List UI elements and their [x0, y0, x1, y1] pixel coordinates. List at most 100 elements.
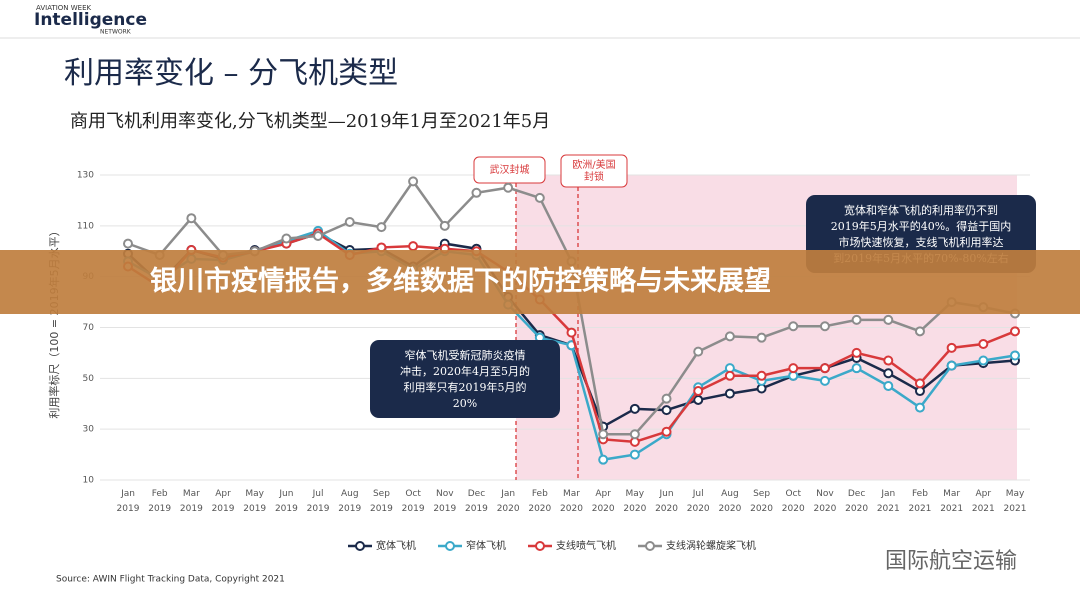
point	[1010, 350, 1020, 361]
point	[281, 233, 292, 244]
point	[376, 222, 387, 233]
point	[883, 380, 894, 391]
point	[756, 370, 767, 381]
brand-top: AVIATION WEEK	[36, 4, 92, 12]
chart-subtitle: 商用飞机利用率变化,分飞机类型—2019年1月至2021年5月	[70, 111, 550, 132]
event-label: 武汉封城	[490, 163, 530, 176]
x-tick-label: Jun 2019	[274, 489, 298, 514]
callout-text: 2019年5月水平的40%。得益于国内	[831, 219, 1011, 233]
callout-text: 市场快速恢复，支线飞机利用率达	[839, 235, 1004, 249]
event-label: 封锁	[584, 170, 604, 183]
point	[788, 363, 799, 374]
point	[598, 454, 609, 465]
point	[788, 321, 799, 332]
callout-text: 宽体和窄体飞机的利用率仍不到	[844, 203, 998, 217]
x-tick-label: Sep 2020	[750, 489, 774, 514]
legend-marker	[645, 541, 655, 551]
x-tick-label: Nov 2020	[813, 489, 837, 514]
legend-label: 支线涡轮螺旋桨飞机	[666, 539, 756, 552]
y-tick-label: 70	[83, 323, 95, 333]
legend-marker	[535, 541, 545, 551]
x-tick-label: Jun 2020	[655, 489, 678, 514]
brand: Intelligence	[34, 10, 147, 30]
callout-text: 窄体飞机受新冠肺炎疫情	[405, 348, 526, 362]
x-tick-label: Jan 2020	[496, 489, 520, 514]
x-tick-label: Apr 2019	[211, 489, 235, 514]
y-tick-label: 30	[83, 425, 95, 435]
x-tick-label: Jul 2020	[686, 489, 710, 514]
x-tick-label: Jan 2021	[876, 489, 900, 514]
point	[851, 363, 862, 374]
x-tick-label: Apr 2020	[591, 489, 615, 514]
point	[186, 213, 197, 224]
y-tick-label: 50	[83, 374, 95, 384]
y-tick-label: 110	[77, 221, 94, 231]
x-tick-label: Oct 2020	[781, 489, 805, 514]
point	[566, 327, 577, 338]
legend-label: 窄体飞机	[466, 539, 506, 552]
point	[629, 403, 640, 414]
point	[914, 326, 925, 337]
point	[661, 405, 672, 416]
callout-text: 利用率只有2019年5月的	[404, 380, 527, 394]
point	[693, 386, 704, 397]
callout-text: 20%	[453, 397, 477, 410]
point	[408, 176, 419, 187]
point	[819, 321, 830, 332]
point	[439, 220, 450, 231]
point	[313, 231, 324, 241]
x-tick-label: Dec 2020	[845, 489, 869, 514]
point	[693, 346, 704, 357]
point	[503, 182, 514, 193]
legend-marker	[445, 541, 455, 551]
point	[123, 238, 133, 249]
x-tick-label: Aug 2020	[718, 489, 742, 514]
x-tick-label: Jan 2019	[116, 489, 140, 514]
x-tick-label: Nov 2019	[433, 489, 457, 514]
point	[883, 314, 894, 325]
point	[851, 314, 862, 325]
y-tick-label: 10	[83, 476, 95, 486]
watermark: 国际航空运输	[885, 549, 1017, 574]
point	[693, 394, 704, 405]
point	[819, 375, 830, 386]
point	[471, 187, 482, 198]
point	[883, 368, 894, 379]
point	[978, 355, 989, 366]
point	[661, 426, 672, 437]
point	[883, 355, 894, 366]
point	[756, 332, 767, 343]
point	[724, 388, 735, 399]
point	[629, 429, 640, 440]
point	[914, 378, 925, 389]
x-tick-label: Mar 2019	[179, 489, 203, 514]
brand-bottom: NETWORK	[100, 29, 132, 36]
point	[1010, 326, 1020, 337]
callout-text: 冲击，2020年4月至5月的	[400, 364, 530, 378]
chart-title: 利用率变化 – 分飞机类型	[64, 56, 398, 91]
x-tick-label: May 2021	[1003, 489, 1027, 514]
point	[914, 402, 925, 413]
point	[946, 342, 957, 353]
point	[598, 429, 609, 440]
event-box	[560, 154, 628, 188]
banner: 银川市疫情报告，多维数据下的防控策略与未来展望	[0, 250, 1080, 314]
legend-marker	[355, 541, 365, 551]
x-tick-label: Mar 2021	[940, 489, 964, 514]
point	[629, 449, 640, 460]
point	[661, 393, 672, 404]
y-tick-label: 130	[77, 171, 94, 181]
point	[819, 363, 830, 374]
source: Source: AWIN Flight Tracking Data, Copyr…	[56, 575, 285, 585]
x-tick-label: Mar 2020	[560, 489, 583, 514]
x-tick-label: Jul 2019	[306, 489, 330, 514]
legend-label: 支线喷气飞机	[556, 539, 616, 552]
x-tick-label: Aug 2019	[338, 489, 362, 514]
point	[946, 360, 957, 371]
x-tick-label: Sep 2019	[369, 489, 393, 514]
x-tick-label: Dec 2019	[465, 489, 488, 514]
point	[534, 192, 545, 203]
callout-box	[370, 340, 560, 418]
x-tick-label: May 2020	[623, 489, 647, 514]
